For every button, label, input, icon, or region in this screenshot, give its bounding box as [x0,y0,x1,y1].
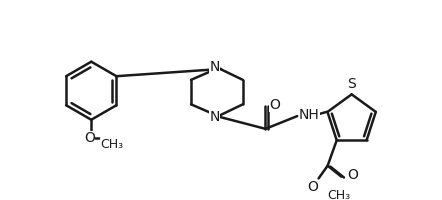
Text: O: O [307,180,318,194]
Text: NH: NH [299,108,320,122]
Text: N: N [210,60,220,74]
Text: O: O [347,168,358,182]
Text: N: N [210,110,220,124]
Text: O: O [84,131,95,145]
Text: S: S [347,77,356,91]
Text: CH₃: CH₃ [328,189,351,200]
Text: CH₃: CH₃ [100,138,123,151]
Text: O: O [269,98,280,112]
